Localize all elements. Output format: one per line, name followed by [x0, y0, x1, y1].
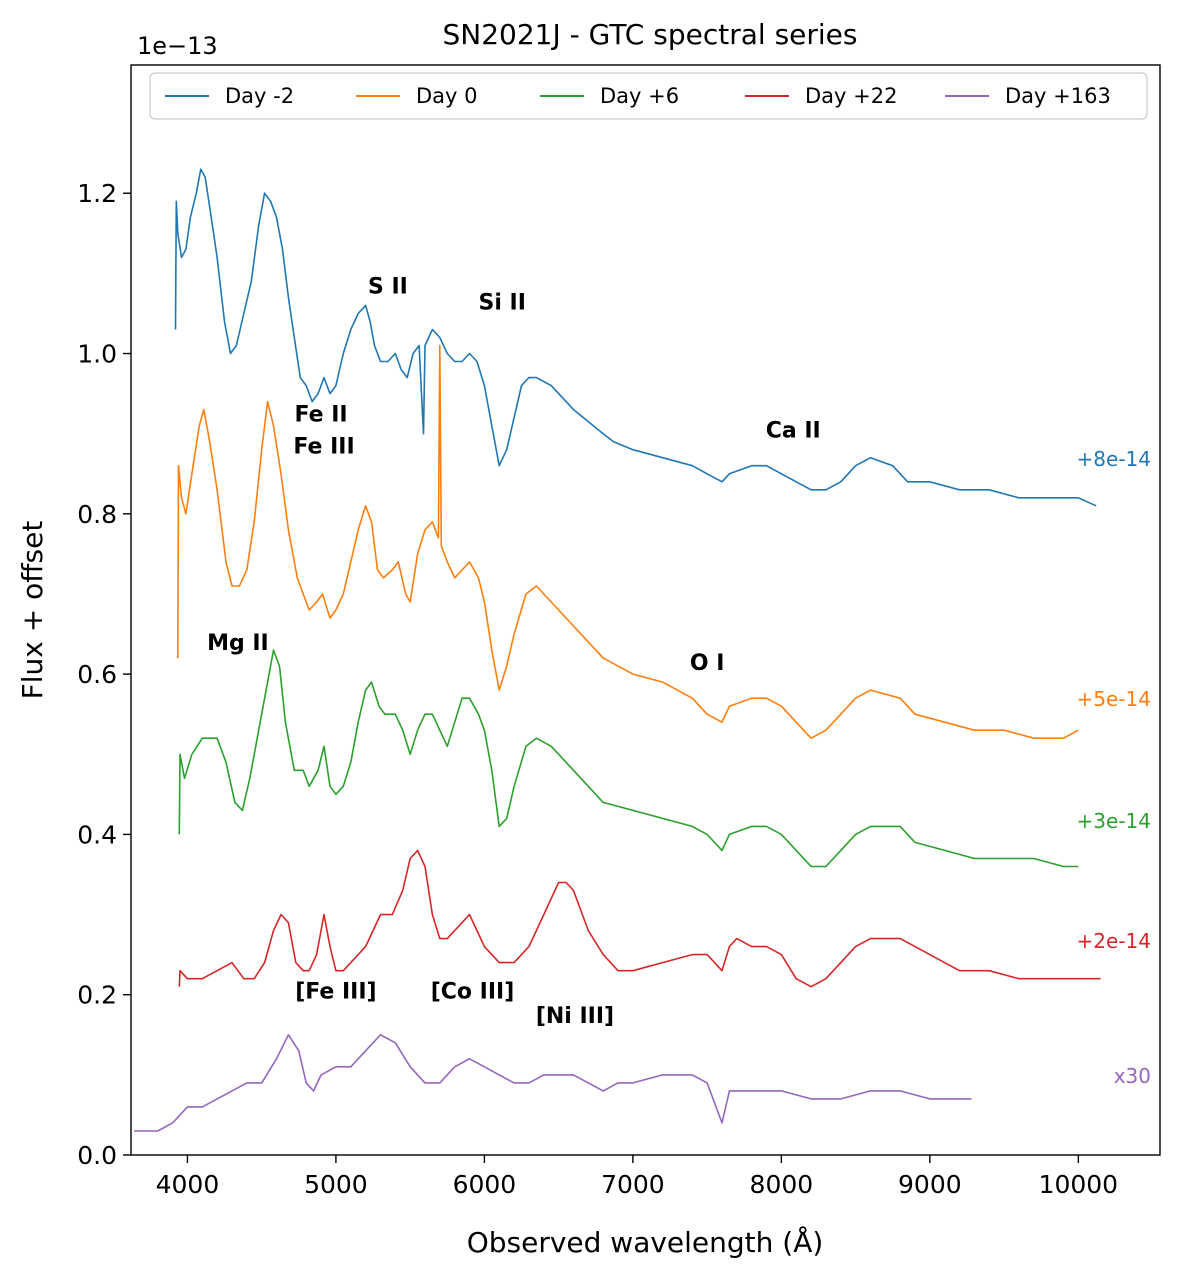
legend: Day -2 Day 0 Day +6 Day +22 Day +163 — [149, 72, 1148, 120]
y-axis-label: Flux + offset — [16, 521, 49, 700]
series-line-3 — [178, 849, 1101, 988]
legend-label: Day -2 — [225, 84, 294, 108]
x-tick-label: 6000 — [453, 1170, 517, 1199]
line-label: Si II — [479, 290, 526, 315]
legend-label: Day +163 — [1005, 84, 1111, 108]
offset-annotation: +5e-14 — [1077, 687, 1151, 711]
line-label: Fe II — [295, 403, 348, 428]
y-tick-label: 0.0 — [77, 1141, 117, 1170]
legend-items: Day -2 Day 0 Day +6 Day +22 Day +163 — [165, 84, 1111, 108]
line-label: [Ni III] — [536, 1004, 614, 1029]
series-line-1 — [177, 344, 1079, 739]
x-axis-label: Observed wavelength (Å) — [467, 1225, 824, 1259]
ticks-layer: 4000 5000 6000 7000 8000 9000 10000 0.0 0.2 0.4 0.… — [77, 179, 1118, 1199]
y-tick-label: 0.4 — [77, 820, 117, 849]
offset-annotation: +3e-14 — [1077, 809, 1151, 833]
y-tick-label: 1.2 — [77, 179, 117, 208]
y-scale-factor: 1e−13 — [137, 32, 218, 60]
y-tick-label: 0.6 — [77, 660, 117, 689]
x-tick-label: 10000 — [1039, 1170, 1119, 1199]
line-label: S II — [368, 274, 408, 299]
chart-title: SN2021J - GTC spectral series — [443, 18, 858, 51]
plot-area: 4000 5000 6000 7000 8000 9000 10000 0.0 0.2 0.4 0.… — [77, 64, 1161, 1199]
x-tick-label: 9000 — [898, 1170, 962, 1199]
line-label: Mg II — [207, 631, 269, 656]
line-labels: S II Si II Fe II Fe III Ca II Mg II O I [Fe III… — [207, 274, 821, 1028]
offset-annotation: +8e-14 — [1077, 447, 1151, 471]
series-line-0 — [174, 168, 1097, 507]
y-tick-label: 0.8 — [77, 500, 117, 529]
x-tick-label: 7000 — [601, 1170, 665, 1199]
series-layer — [134, 168, 1101, 1132]
line-label: [Fe III] — [295, 980, 376, 1005]
offset-annotation: +2e-14 — [1077, 929, 1151, 953]
legend-label: Day +22 — [805, 84, 897, 108]
series-line-2 — [178, 649, 1079, 868]
legend-frame — [149, 72, 1148, 120]
x-tick-label: 8000 — [750, 1170, 814, 1199]
offset-annotation: x30 — [1114, 1064, 1151, 1088]
offset-annotations: +8e-14 +5e-14 +3e-14 +2e-14 x30 — [1077, 447, 1151, 1088]
legend-label: Day +6 — [600, 84, 679, 108]
x-tick-label: 5000 — [304, 1170, 368, 1199]
line-label: Fe III — [293, 435, 354, 460]
x-tick-label: 4000 — [156, 1170, 220, 1199]
line-label: Ca II — [766, 419, 821, 444]
plot-frame — [130, 64, 1161, 1156]
y-tick-label: 1.0 — [77, 340, 117, 369]
series-line-4 — [134, 1034, 972, 1132]
line-label: [Co III] — [431, 980, 515, 1005]
line-label: O I — [690, 651, 725, 676]
legend-label: Day 0 — [416, 84, 478, 108]
y-tick-label: 0.2 — [77, 981, 117, 1010]
